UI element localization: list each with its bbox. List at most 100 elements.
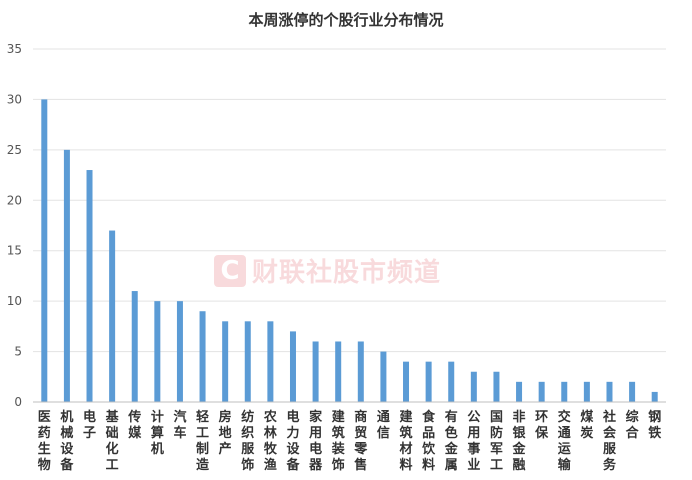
x-category-label-5: 计	[151, 409, 164, 425]
x-category-label-12: 家	[309, 409, 323, 425]
x-category-label-12: 电	[309, 441, 322, 457]
x-category-label-11: 力	[286, 425, 299, 441]
x-category-label-20: 工	[490, 458, 503, 473]
bar-14	[357, 341, 364, 402]
x-category-label-9: 纺	[241, 409, 254, 425]
bar-8	[222, 321, 229, 402]
x-category-label-19: 事	[467, 441, 480, 457]
y-tick-label: 0	[14, 395, 22, 409]
bar-3	[109, 230, 116, 402]
x-category-label-25: 务	[603, 457, 617, 473]
x-category-label-13: 装	[331, 441, 345, 457]
bar-24	[583, 381, 590, 402]
bar-6	[176, 301, 183, 402]
x-category-label-13: 筑	[332, 425, 345, 441]
bar-13	[335, 341, 342, 402]
bar-7	[199, 311, 206, 402]
y-tick-label: 25	[7, 143, 22, 157]
y-tick-label: 35	[7, 42, 22, 56]
x-category-label-0: 药	[38, 425, 51, 441]
x-category-label-27: 铁	[647, 425, 661, 441]
x-category-label-6: 汽	[173, 409, 186, 425]
x-category-label-8: 地	[219, 425, 232, 441]
x-axis-category-labels: 医药生物机械设备电子基础化工传媒计算机汽车轻工制造房地产纺织服饰农林牧渔电力设备…	[38, 409, 661, 473]
x-category-label-12: 器	[308, 458, 323, 473]
x-category-label-3: 基	[105, 409, 120, 425]
x-category-label-11: 电	[286, 409, 299, 425]
x-category-label-0: 医	[38, 410, 51, 425]
x-category-label-17: 料	[422, 457, 435, 473]
x-category-label-4: 媒	[128, 425, 142, 441]
x-category-label-25: 服	[603, 442, 617, 457]
y-tick-label: 20	[7, 193, 22, 207]
x-category-label-21: 融	[513, 457, 526, 473]
x-category-label-7: 造	[196, 457, 210, 473]
x-category-label-5: 算	[151, 425, 164, 441]
bar-2	[86, 170, 93, 402]
x-category-label-21: 银	[513, 425, 527, 441]
x-category-label-14: 零	[353, 442, 368, 457]
bar-10	[267, 321, 274, 402]
x-category-label-10: 牧	[264, 441, 278, 457]
bar-17	[425, 361, 432, 402]
x-category-label-19: 用	[466, 426, 480, 441]
x-category-label-13: 饰	[332, 457, 345, 473]
x-category-label-17: 品	[422, 426, 435, 441]
x-category-label-10: 渔	[264, 457, 277, 473]
x-category-label-22: 保	[534, 425, 549, 441]
x-category-label-3: 工	[106, 458, 119, 473]
bar-18	[448, 361, 455, 402]
x-category-label-2: 子	[83, 426, 96, 441]
bar-0	[41, 99, 48, 402]
x-category-label-22: 环	[535, 410, 548, 425]
x-category-label-17: 食	[422, 409, 436, 425]
x-category-label-27: 钢	[648, 409, 661, 425]
x-category-label-20: 国	[490, 410, 503, 425]
y-tick-label: 30	[7, 92, 22, 106]
x-category-label-18: 属	[445, 458, 458, 473]
x-category-label-0: 生	[38, 441, 51, 457]
bar-23	[561, 381, 568, 402]
x-category-label-9: 服	[241, 442, 255, 457]
x-category-label-23: 运	[558, 442, 571, 457]
x-category-label-24: 煤	[580, 409, 593, 425]
y-axis-tick-labels: 0 5 10 15 20 25 30 35	[7, 42, 22, 409]
x-category-label-10: 林	[264, 425, 277, 441]
x-category-label-9: 织	[241, 425, 254, 441]
x-category-label-9: 饰	[241, 457, 254, 473]
x-category-label-11: 设	[286, 442, 300, 457]
x-category-label-16: 建	[400, 409, 413, 425]
x-category-label-25: 会	[603, 425, 617, 441]
bar-22	[538, 381, 545, 402]
bar-12	[312, 341, 319, 402]
x-category-label-6: 车	[173, 425, 186, 441]
x-category-label-14: 售	[354, 457, 367, 473]
bar-19	[470, 371, 477, 402]
x-category-label-4: 传	[127, 409, 141, 425]
bar-27	[651, 391, 658, 402]
x-category-label-1: 械	[60, 425, 73, 441]
x-category-label-26: 综	[626, 409, 639, 425]
x-category-label-1: 设	[60, 442, 74, 457]
bar-26	[629, 381, 636, 402]
x-category-label-3: 化	[106, 441, 119, 457]
gridlines	[33, 48, 666, 353]
x-category-label-17: 饮	[421, 441, 436, 457]
x-category-label-0: 物	[38, 457, 51, 473]
bar-11	[289, 331, 296, 402]
bar-21	[516, 381, 523, 402]
x-category-label-12: 用	[308, 426, 322, 441]
x-category-label-10: 农	[263, 409, 277, 425]
x-category-label-8: 产	[219, 441, 232, 457]
x-category-label-1: 备	[59, 457, 74, 473]
x-category-label-23: 交	[558, 409, 571, 425]
x-category-label-11: 备	[285, 457, 300, 473]
bar-4	[131, 291, 138, 402]
y-tick-label: 5	[14, 345, 22, 359]
x-category-label-19: 业	[467, 457, 480, 473]
x-category-label-3: 础	[106, 425, 119, 441]
x-category-label-7: 工	[196, 426, 209, 441]
x-category-label-15: 通	[377, 409, 390, 425]
x-category-label-8: 房	[219, 409, 232, 425]
